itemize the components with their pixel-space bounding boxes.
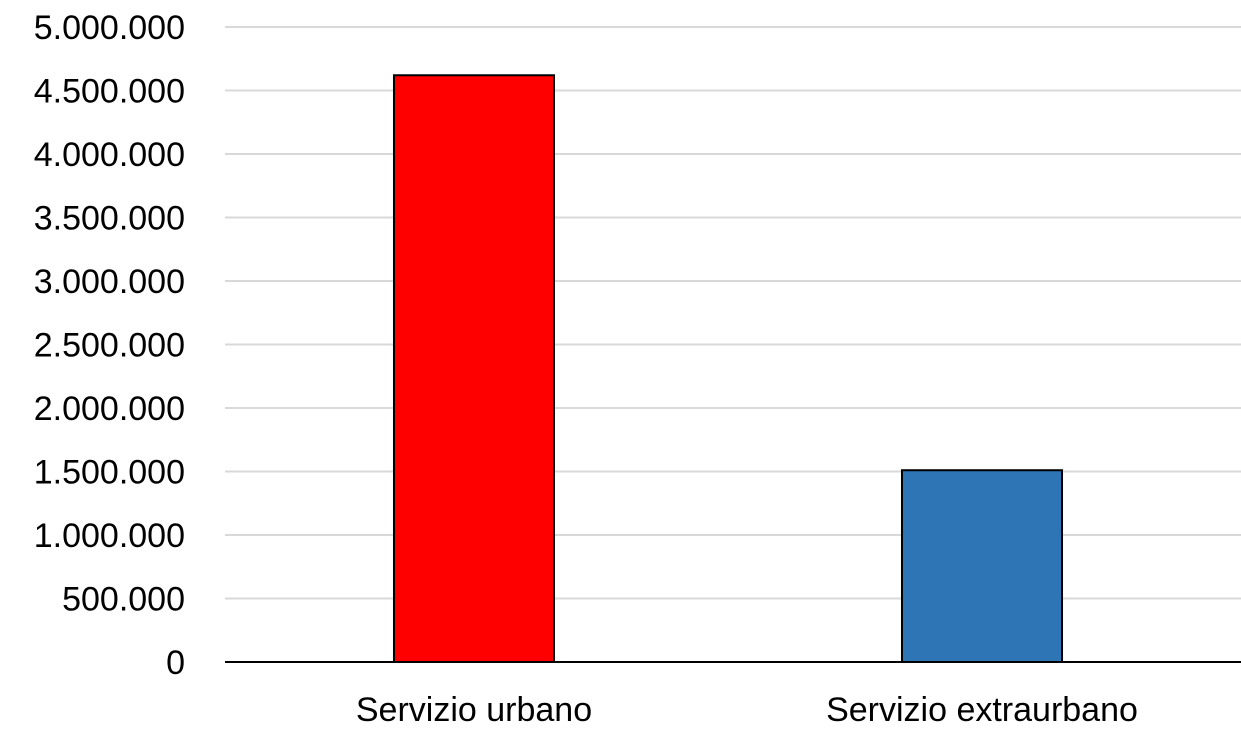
y-tick-label: 500.000 [62, 581, 185, 619]
x-category-label: Servizio extraurbano [826, 691, 1138, 729]
gridlines [225, 26, 1241, 600]
bar-servizio-urbano [392, 74, 556, 663]
y-tick-label: 3.500.000 [34, 200, 185, 238]
y-tick-label: 3.000.000 [34, 263, 185, 301]
bars [392, 74, 1064, 664]
y-axis-tick-labels: 0 500.000 1.000.000 1.500.000 2.000.000 2.500… [34, 9, 185, 682]
x-category-label: Servizio urbano [356, 691, 592, 729]
y-tick-label: 1.000.000 [34, 517, 185, 555]
y-tick-label: 4.500.000 [34, 73, 185, 111]
y-tick-label: 1.500.000 [34, 454, 185, 492]
y-tick-label: 0 [166, 644, 185, 682]
y-tick-label: 2.000.000 [34, 390, 185, 428]
y-tick-label: 2.500.000 [34, 327, 185, 365]
y-tick-label: 5.000.000 [34, 9, 185, 47]
bar-servizio-extraurbano [900, 469, 1064, 664]
x-axis-category-labels: Servizio urbano Servizio extraurbano [356, 691, 1138, 729]
y-tick-label: 4.000.000 [34, 136, 185, 174]
